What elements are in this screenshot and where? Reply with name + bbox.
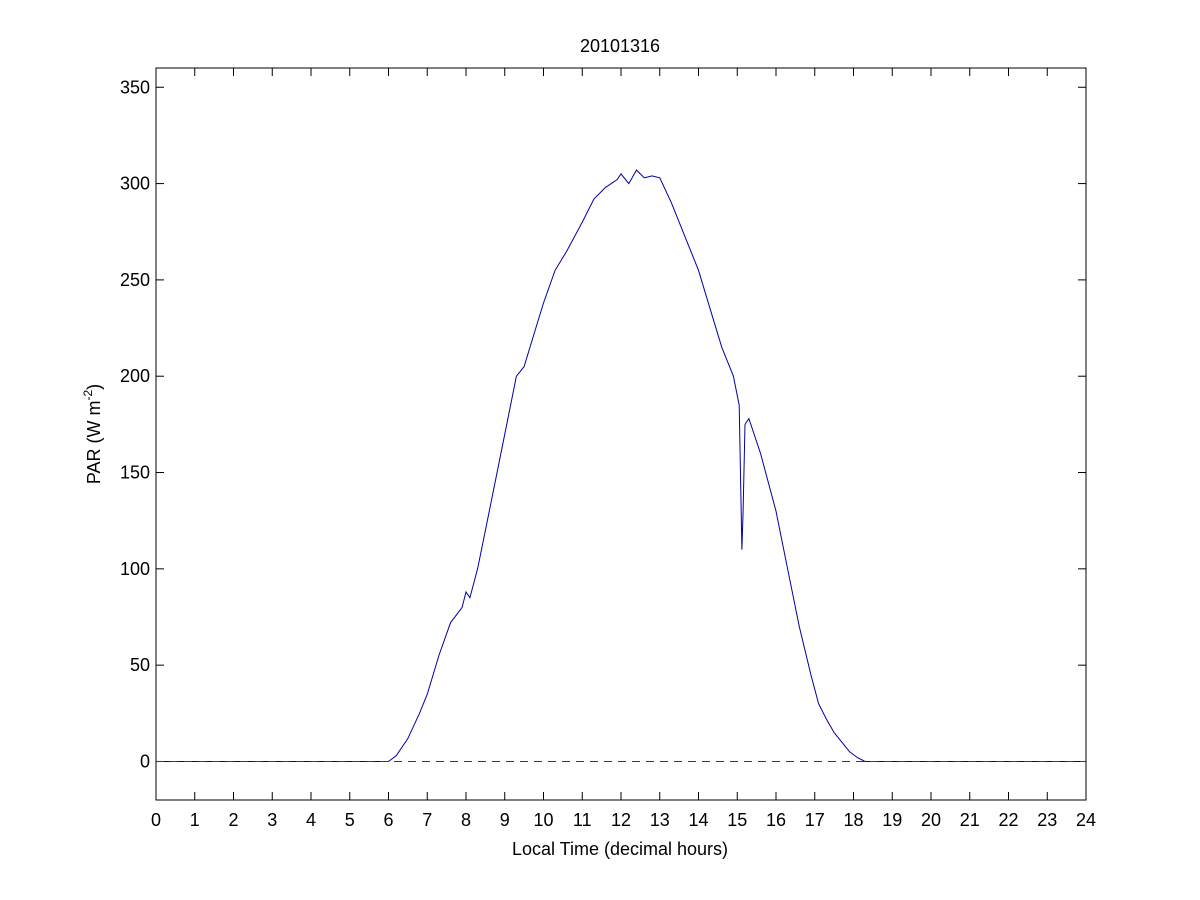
x-tick-label: 11 <box>573 810 592 830</box>
y-tick-label: 100 <box>120 559 150 579</box>
series-layer <box>156 169 1086 762</box>
x-tick-label: 6 <box>383 810 393 830</box>
x-tick-label: 17 <box>805 810 825 830</box>
x-tick-label: 3 <box>267 810 277 830</box>
x-tick-label: 18 <box>843 810 863 830</box>
x-tick-label: 16 <box>766 810 786 830</box>
y-axis-label: PAR (W m-2) <box>81 384 104 484</box>
y-tick-label: 150 <box>120 463 150 483</box>
par-series-line <box>156 169 1086 762</box>
x-tick-label: 12 <box>611 810 631 830</box>
x-tick-label: 2 <box>228 810 238 830</box>
y-tick-label: 200 <box>120 366 150 386</box>
x-tick-label: 4 <box>306 810 316 830</box>
x-tick-label: 19 <box>882 810 902 830</box>
y-axis-label-suffix: ) <box>84 384 104 390</box>
x-tick-label: 21 <box>960 810 980 830</box>
x-tick-label: 1 <box>190 810 200 830</box>
x-tick-label: 5 <box>345 810 355 830</box>
x-tick-label: 9 <box>500 810 510 830</box>
x-tick-label: 10 <box>533 810 553 830</box>
y-tick-label: 350 <box>120 77 150 97</box>
x-tick-label: 7 <box>422 810 432 830</box>
y-axis-label-prefix: PAR (W m <box>84 401 104 485</box>
x-tick-label: 20 <box>921 810 941 830</box>
axis-ticks: 0 1 2 3 4 5 6 7 8 9 10 11 12 13 14 15 16 17 18 19 20 21 22 23 24… <box>120 68 1096 830</box>
x-tick-label: 8 <box>461 810 471 830</box>
plot-frame <box>155 67 1087 801</box>
x-tick-label: 24 <box>1076 810 1096 830</box>
x-tick-label: 22 <box>998 810 1018 830</box>
chart-title: 20101316 <box>580 36 660 56</box>
y-tick-label: 0 <box>140 751 150 771</box>
x-axis-label: Local Time (decimal hours) <box>512 839 728 859</box>
x-tick-label: 15 <box>727 810 747 830</box>
y-tick-label: 250 <box>120 270 150 290</box>
y-axis-label-exponent: -2 <box>81 390 95 401</box>
x-tick-label: 13 <box>650 810 670 830</box>
y-tick-label: 50 <box>130 655 150 675</box>
x-tick-label: 23 <box>1037 810 1057 830</box>
x-tick-label: 14 <box>688 810 708 830</box>
y-tick-label: 300 <box>120 174 150 194</box>
x-tick-label: 0 <box>151 810 161 830</box>
